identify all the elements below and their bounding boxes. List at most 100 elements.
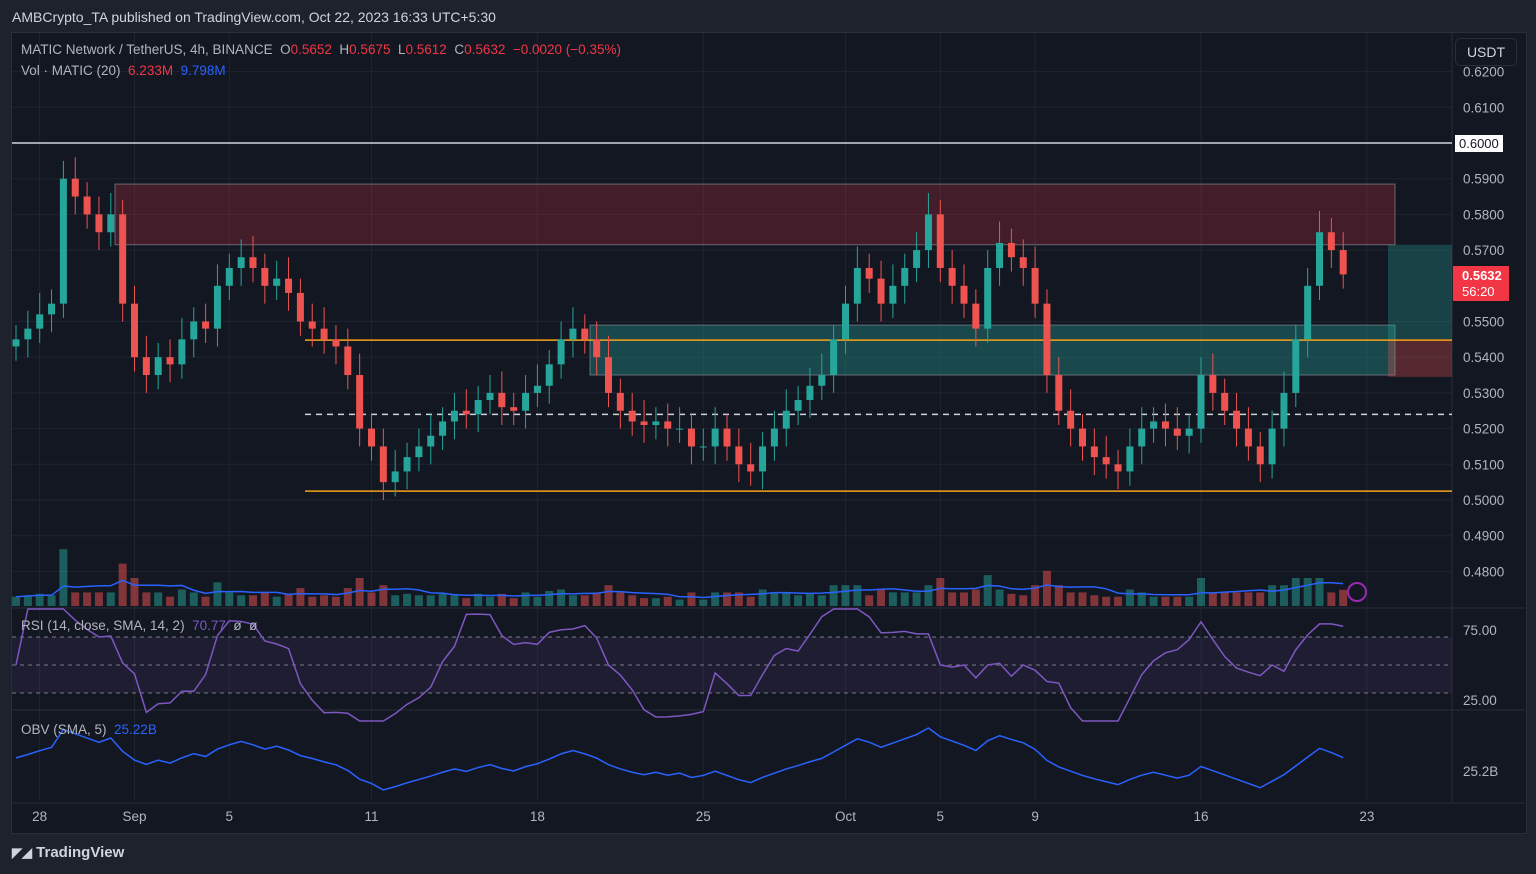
candle xyxy=(24,328,32,340)
volume-bar xyxy=(142,592,151,606)
volume-bar xyxy=(1054,585,1063,606)
candle xyxy=(1233,410,1241,429)
candle xyxy=(107,214,115,233)
volume-bar xyxy=(1197,578,1205,606)
last-price-tag: 0.5632 56:20 xyxy=(1453,266,1509,301)
volume-bar xyxy=(35,593,44,606)
candle xyxy=(344,346,352,376)
candle xyxy=(368,428,375,447)
candle xyxy=(249,257,257,268)
y-tick-label: 0.5800 xyxy=(1463,207,1504,222)
volume-bar xyxy=(1279,585,1288,606)
obv-label[interactable]: OBV (SMA, 5) xyxy=(21,722,107,737)
candle xyxy=(356,375,364,429)
y-tick-label: 0.5100 xyxy=(1463,457,1504,472)
candle xyxy=(522,392,530,411)
candle xyxy=(403,457,411,472)
candle xyxy=(95,214,103,233)
candle xyxy=(285,278,293,293)
volume-bar xyxy=(225,592,234,606)
candle xyxy=(711,428,719,447)
y-tick-label: 0.5400 xyxy=(1463,350,1504,365)
volume-bar xyxy=(1114,596,1123,606)
candle xyxy=(960,285,968,304)
candle xyxy=(379,446,387,483)
candle xyxy=(948,267,956,286)
volume-bar xyxy=(1327,592,1336,606)
candle xyxy=(1173,428,1181,436)
high-label: H xyxy=(339,42,350,57)
candle xyxy=(593,339,601,358)
volume-value: 6.233M xyxy=(128,63,174,78)
volume-bar xyxy=(1208,592,1217,606)
volume-bar xyxy=(47,595,56,606)
currency-button[interactable]: USDT xyxy=(1455,38,1517,66)
candle xyxy=(273,278,281,286)
candle xyxy=(1280,392,1288,429)
volume-bar xyxy=(1339,589,1348,606)
volume-bar xyxy=(983,575,992,606)
volume-bar xyxy=(1244,592,1253,606)
candle xyxy=(936,214,944,268)
volume-bar xyxy=(948,592,957,606)
symbol-name[interactable]: MATIC Network / TetherUS, 4h, BINANCE xyxy=(21,42,273,57)
close-label: C xyxy=(454,42,465,57)
y-tick-label: 0.4900 xyxy=(1463,529,1504,544)
candle xyxy=(498,392,506,408)
volume-bar xyxy=(533,596,542,606)
volume-bar xyxy=(367,592,376,606)
candle xyxy=(462,410,470,415)
volume-bar xyxy=(118,563,127,606)
x-tick-label: 18 xyxy=(530,809,545,824)
volume-bar xyxy=(1019,595,1028,606)
candle xyxy=(1138,428,1146,447)
volume-bar xyxy=(1125,589,1134,606)
x-tick-label: Sep xyxy=(122,809,146,824)
candle xyxy=(154,357,162,376)
candle xyxy=(415,446,423,458)
volume-bar xyxy=(663,596,672,606)
open-value: 0.5652 xyxy=(290,42,332,57)
volume-bar xyxy=(829,585,838,606)
rsi-label[interactable]: RSI (14, close, SMA, 14, 2) xyxy=(21,618,185,633)
x-tick-label: 23 xyxy=(1359,809,1374,824)
candle xyxy=(131,303,138,358)
candle xyxy=(1067,410,1075,429)
volume-bar xyxy=(23,595,32,606)
volume-bar xyxy=(201,596,210,606)
candle xyxy=(1090,446,1098,458)
candle xyxy=(628,410,636,422)
volume-bar xyxy=(1303,578,1312,606)
tradingview-logo[interactable]: ◤◢ TradingView xyxy=(12,844,124,861)
volume-label[interactable]: Vol · MATIC (20) xyxy=(21,63,121,78)
supply-zone xyxy=(114,183,1396,246)
volume-ma-line xyxy=(15,579,1344,599)
volume-bar xyxy=(1268,585,1277,606)
volume-bar xyxy=(865,595,874,606)
volume-bar xyxy=(1031,585,1040,606)
candle xyxy=(616,392,624,411)
published-caption: AMBCrypto_TA published on TradingView.co… xyxy=(12,9,496,25)
volume-bar xyxy=(59,549,68,606)
volume-bar xyxy=(403,593,412,606)
candle xyxy=(806,385,814,401)
candle xyxy=(770,428,778,447)
candle xyxy=(1256,446,1264,465)
candle xyxy=(1031,267,1039,304)
candle xyxy=(581,328,589,340)
candle xyxy=(450,410,458,422)
candle xyxy=(1244,428,1252,447)
candle xyxy=(1126,446,1134,472)
candle xyxy=(1268,428,1276,465)
volume-bar xyxy=(1185,596,1194,606)
rsi-axis-75: 75.00 xyxy=(1463,623,1497,638)
candle xyxy=(569,328,577,340)
candle xyxy=(1055,375,1063,411)
position-stop-zone xyxy=(1388,339,1452,377)
volume-bar xyxy=(71,592,80,606)
x-tick-label: 9 xyxy=(1031,809,1039,824)
volume-bar xyxy=(1232,592,1241,606)
volume-bar xyxy=(758,589,767,606)
volume-bar xyxy=(83,592,92,606)
